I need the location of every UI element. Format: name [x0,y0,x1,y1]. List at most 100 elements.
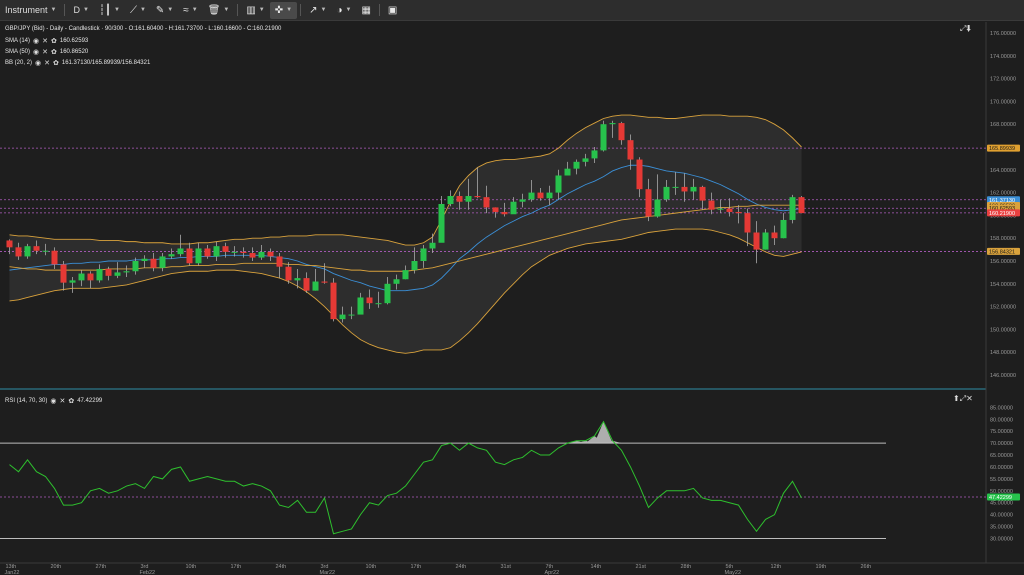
eye-icon[interactable]: ◉ [50,398,57,405]
close-icon[interactable]: ✕ [42,49,48,56]
screenshot-button[interactable]: ▣ [383,0,402,21]
draw-line-icon: ⟋ [129,4,137,16]
toolbar-divider [237,4,239,16]
chart-canvas[interactable]: 176.00000 174.00000 172.00000 170.00000 168.… [0,22,1024,575]
move-down-icon[interactable]: ⬇ [966,24,972,33]
candle-body [456,196,463,202]
chevron-down-icon: ▼ [50,7,57,13]
candle-body [672,186,679,188]
time-tick-label: 12th [771,564,782,570]
chart-background [0,22,1024,575]
price-tick-label: 150.00000 [990,327,1016,333]
candle-body [384,283,391,304]
time-tick-label: 17th [231,564,242,570]
candle-body [690,186,697,192]
candle-body [492,207,499,212]
candle-body [177,248,184,255]
crosshair-button[interactable]: ✜ ▼ [269,1,298,19]
price-tick-label: 176.00000 [990,31,1016,37]
close-icon[interactable]: ✕ [42,38,48,45]
candle-body [114,272,121,276]
time-tick-sublabel: Feb22 [140,570,156,575]
gear-icon[interactable]: ✿ [51,49,57,56]
expand-icon[interactable]: ⤢ [960,24,967,33]
candle-body [789,197,796,220]
candle-body [717,208,724,210]
chevron-down-icon: ▼ [167,7,174,13]
pencil-button[interactable]: ✎ ▼ [151,0,178,21]
instrument-button[interactable]: Instrument ▼ [0,0,61,21]
time-tick-label: 5th [726,564,734,570]
candle-body [150,258,157,268]
candle-body [249,253,256,258]
candles-group [6,120,805,323]
eye-icon[interactable]: ◉ [33,49,40,56]
candle-body [645,189,652,217]
candle-body [123,271,130,273]
close-icon[interactable]: ✕ [44,60,50,67]
layout-button[interactable]: ▥ ▼ [241,0,269,21]
gear-icon[interactable]: ✿ [68,398,75,405]
candle-body [51,250,58,265]
candle-body [798,197,805,214]
time-tick-label: 3rd [141,564,149,570]
instrument-label: Instrument [5,5,48,15]
rsi-tick-label: 50.00000 [990,489,1013,495]
gear-icon[interactable]: ✿ [53,60,59,67]
time-tick-label: 17th [411,564,422,570]
candle-body [753,232,760,250]
close-icon[interactable]: ✕ [966,394,973,403]
chart-type-button[interactable]: ┆┃ ▼ [94,0,125,21]
candle-body [429,242,436,249]
close-icon[interactable]: ✕ [59,398,66,405]
candle-body [663,186,670,200]
price-tag-label: 165.89939 [989,146,1015,152]
chevron-down-icon: ▼ [113,7,120,13]
chevron-down-icon: ▼ [82,7,89,13]
indicator-button[interactable]: ≈ ▼ [178,0,202,21]
candle-body [87,273,94,281]
expand-icon[interactable]: ⤢ [959,394,967,403]
screenshot-icon: ▣ [387,4,398,16]
candle-body [591,150,598,159]
candle-body [447,196,454,204]
chevron-down-icon: ▼ [223,7,230,13]
theme-button[interactable]: ◑ ▼ [331,0,356,21]
candle-body [654,199,661,217]
timeframe-button[interactable]: D ▼ [68,0,93,21]
crosshair-icon: ✜ [274,4,284,16]
price-tag-label: 156.84321 [989,249,1015,255]
candle-body [357,297,364,315]
chart-area[interactable]: 176.00000 174.00000 172.00000 170.00000 168.… [0,22,1024,575]
time-tick-label: 24th [276,564,287,570]
eye-icon[interactable]: ◉ [33,38,40,45]
rsi-tick-label: 55.00000 [990,477,1013,483]
candle-body [627,140,634,160]
candle-body [33,246,40,251]
candle-body [168,254,175,257]
arrow-button[interactable]: ↗ ▼ [304,0,331,21]
indicator-icon: ≈ [183,4,189,16]
rsi-legend: RSI (14, 70, 30) ◉ ✕ ✿ 47.42299 [5,397,102,405]
time-tick-label: 10th [366,564,377,570]
bb-value: 161.37130/165.89939/156.84321 [61,60,151,66]
candle-body [258,251,265,258]
candle-body [375,303,382,305]
time-tick-label: 3rd [321,564,329,570]
main-legend: GBP/JPY (Bid) - Daily - Candlestick · 90… [5,26,281,32]
time-tick-label: 27th [96,564,107,570]
gear-icon[interactable]: ✿ [51,38,57,45]
candle-body [555,175,562,193]
trash-button[interactable]: 🗑 ▼ [203,0,235,21]
candle-body [600,124,607,151]
candle-body [744,213,751,233]
rsi-tick-label: 75.00000 [990,429,1013,435]
candle-body [195,248,202,264]
candle-body [681,186,688,192]
price-tick-label: 162.00000 [990,191,1016,197]
eye-icon[interactable]: ◉ [35,60,42,67]
time-tick-label: 7th [546,564,554,570]
draw-line-button[interactable]: ⟋ ▼ [125,0,151,21]
move-up-icon[interactable]: ⬆ [953,394,960,403]
flag-button[interactable]: ▦ [356,0,375,21]
